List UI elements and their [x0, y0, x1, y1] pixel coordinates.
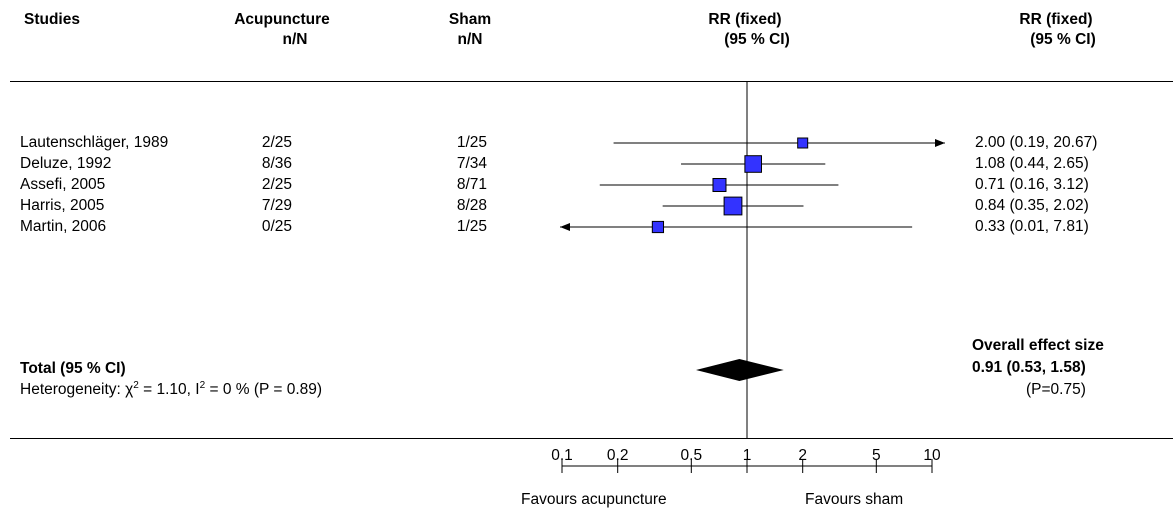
header-rr: RR (fixed)	[708, 11, 782, 28]
sham-count: 1/25	[456, 134, 487, 151]
acupuncture-count: 2/25	[261, 134, 292, 151]
effect-square	[723, 196, 743, 216]
sham-count: 8/71	[456, 176, 487, 193]
footer-divider	[10, 438, 1173, 439]
header-acupuncture-sub: n/N	[282, 31, 308, 48]
chi-value: = 1.10, I	[138, 381, 200, 398]
x-tick-label: 1	[742, 447, 752, 464]
header-rr-sub: (95 % CI)	[724, 31, 790, 48]
effect-square	[651, 220, 665, 234]
study-rr-ci: 1.08 (0.44, 2.65)	[975, 155, 1089, 172]
x-tick-label: 0.1	[551, 447, 573, 464]
header-divider	[10, 81, 1173, 82]
study-name: Martin, 2006	[20, 218, 107, 235]
overall-p-value: (P=0.75)	[1026, 381, 1086, 398]
chi-superscript: 2	[133, 380, 139, 391]
study-rr-ci: 0.84 (0.35, 2.02)	[975, 197, 1089, 214]
heterogeneity: Heterogeneity: χ2 = 1.10, I2 = 0 % (P = …	[20, 381, 322, 399]
x-tick-label: 0.2	[606, 447, 629, 464]
acupuncture-count: 0/25	[261, 218, 292, 235]
effect-square	[712, 178, 727, 192]
study-name: Assefi, 2005	[20, 176, 106, 193]
study-rr-ci: 0.71 (0.16, 3.12)	[975, 176, 1089, 193]
header-studies: Studies	[24, 11, 80, 28]
overall-effect-label: Overall effect size	[972, 337, 1104, 354]
x-tick-label: 5	[871, 447, 881, 464]
overall-effect-value: 0.91 (0.53, 1.58)	[972, 359, 1086, 376]
i-value: = 0 % (P = 0.89)	[205, 381, 323, 398]
header-rr2-sub: (95 % CI)	[1030, 31, 1096, 48]
sham-count: 7/34	[456, 155, 487, 172]
i-superscript: 2	[199, 380, 206, 391]
sham-count: 1/25	[456, 218, 487, 235]
ci-arrow-left	[560, 223, 570, 231]
study-name: Harris, 2005	[20, 197, 105, 214]
total-label: Total (95 % CI)	[20, 360, 126, 377]
x-tick-label: 0.5	[680, 447, 703, 464]
sham-count: 8/28	[456, 197, 487, 214]
acupuncture-count: 2/25	[261, 176, 292, 193]
effect-square	[744, 155, 762, 173]
overall-diamond	[695, 359, 784, 381]
study-rr-ci: 0.33 (0.01, 7.81)	[975, 218, 1089, 235]
favours-acupuncture-label: Favours acupuncture	[521, 491, 667, 508]
favours-sham-label: Favours sham	[805, 491, 904, 508]
study-rr-ci: 2.00 (0.19, 20.67)	[975, 134, 1098, 151]
header-sham-sub: n/N	[457, 31, 483, 48]
study-name: Deluze, 1992	[20, 155, 112, 172]
header-acupuncture: Acupuncture	[234, 11, 330, 28]
heterogeneity-prefix: Heterogeneity: χ	[20, 381, 134, 398]
x-tick-label: 10	[923, 447, 941, 464]
acupuncture-count: 7/29	[261, 197, 292, 214]
study-name: Lautenschläger, 1989	[20, 134, 169, 151]
header-sham: Sham	[448, 11, 492, 28]
acupuncture-count: 8/36	[261, 155, 292, 172]
ci-arrow-right	[935, 139, 945, 147]
header-rr2: RR (fixed)	[1019, 11, 1093, 28]
effect-square	[797, 137, 809, 149]
x-tick-label: 2	[798, 447, 807, 464]
